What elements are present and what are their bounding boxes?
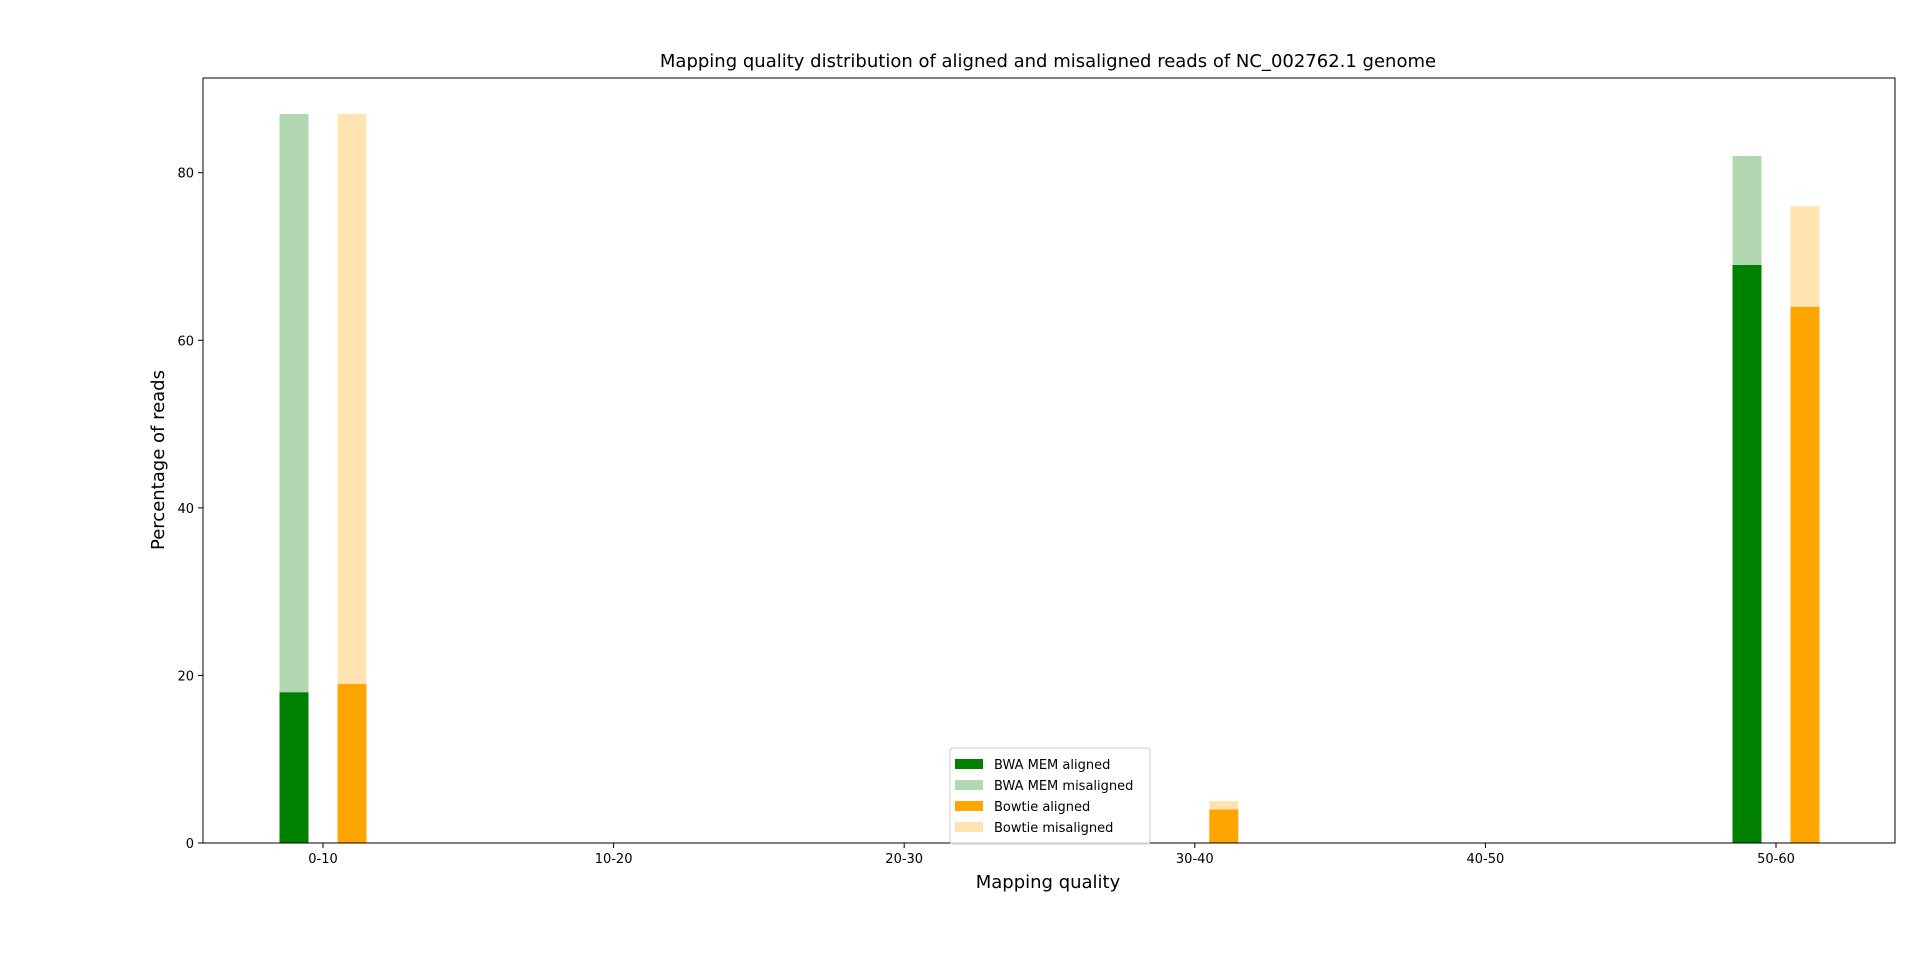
y-tick-label: 40 (177, 502, 194, 517)
legend-label: BWA MEM misaligned (994, 779, 1133, 794)
bar-bowtie-misaligned-0-10 (337, 114, 367, 684)
y-tick-label: 80 (177, 167, 194, 182)
bar-bowtie-misaligned-30-40 (1209, 801, 1239, 810)
y-tick-label: 60 (177, 334, 194, 349)
x-axis-ticks: 0-10 10-20 20-30 30-40 40-50 50-60 (308, 843, 1795, 867)
x-tick-label: 20-30 (885, 852, 923, 867)
x-tick-label: 40-50 (1467, 852, 1505, 867)
legend-swatch (955, 822, 983, 832)
y-tick-label: 0 (186, 837, 194, 852)
x-tick-label: 10-20 (595, 852, 633, 867)
legend-swatch (955, 780, 983, 790)
bar-bowtie-aligned-50-60 (1790, 306, 1820, 844)
x-tick-label: 50-60 (1757, 852, 1795, 867)
legend-swatch (955, 801, 983, 811)
y-tick-label: 20 (177, 669, 194, 684)
bars (279, 114, 1820, 844)
legend: BWA MEM aligned BWA MEM misaligned Bowtie … (949, 747, 1151, 845)
legend-label: Bowtie misaligned (994, 821, 1113, 836)
legend-label: BWA MEM aligned (994, 758, 1110, 773)
x-tick-label: 0-10 (308, 852, 338, 867)
legend-label: Bowtie aligned (994, 800, 1090, 815)
bar-bwa-mem-misaligned-50-60 (1732, 155, 1762, 265)
bar-bwa-mem-misaligned-0-10 (279, 114, 309, 693)
bar-bowtie-aligned-0-10 (337, 683, 367, 843)
plot-frame (202, 77, 1896, 844)
y-axis-ticks: 0 20 40 60 80 (177, 167, 203, 852)
x-tick-label: 30-40 (1176, 852, 1214, 867)
chart-title: Mapping quality distribution of aligned … (660, 51, 1436, 72)
legend-swatch (955, 759, 983, 769)
bar-bwa-mem-aligned-0-10 (279, 692, 309, 843)
x-axis-label: Mapping quality (976, 872, 1121, 893)
bar-bowtie-misaligned-50-60 (1790, 206, 1820, 307)
legend-frame (949, 747, 1151, 845)
bar-bowtie-aligned-30-40 (1209, 809, 1239, 843)
y-axis-label: Percentage of reads (148, 370, 169, 550)
bar-bwa-mem-aligned-50-60 (1732, 264, 1762, 843)
